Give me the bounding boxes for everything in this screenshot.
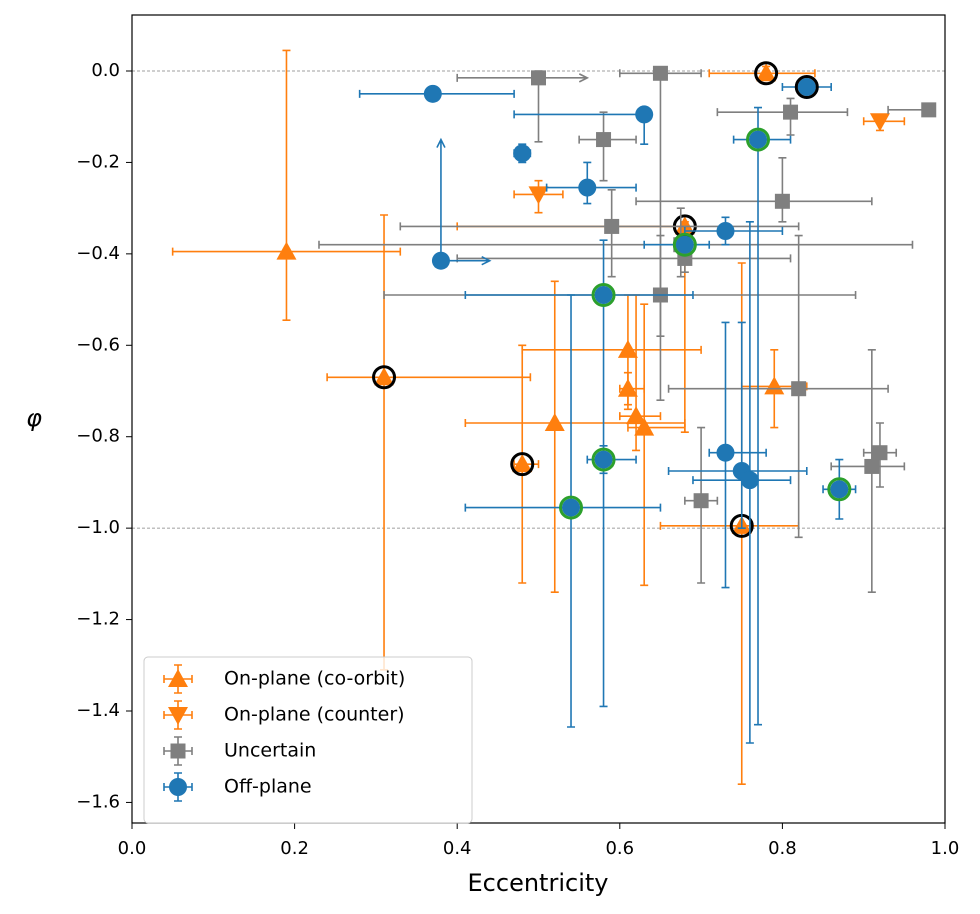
marker — [431, 251, 450, 270]
x-error-bar — [318, 240, 914, 249]
legend-marker — [168, 669, 188, 687]
marker — [596, 132, 612, 148]
marker — [791, 381, 807, 397]
x-error-bar — [456, 73, 590, 83]
x-tick-label: 0.0 — [118, 838, 147, 859]
legend-marker — [169, 778, 187, 796]
legend-label: Off-plane — [224, 776, 312, 798]
legend-label: On-plane (counter) — [224, 704, 405, 726]
marker — [740, 471, 759, 490]
x-error-bar — [464, 291, 694, 299]
plot-frame — [131, 14, 946, 824]
marker — [864, 458, 880, 474]
highlight-ring — [827, 477, 852, 502]
marker — [830, 480, 849, 499]
marker — [756, 63, 777, 82]
y-tick-label: −0.8 — [76, 426, 120, 447]
marker — [617, 339, 638, 358]
y-tick-label: −0.2 — [76, 151, 120, 172]
marker — [512, 454, 533, 473]
marker — [513, 144, 532, 163]
highlight-ring — [672, 232, 697, 257]
marker — [675, 235, 694, 254]
y-tick-label: −0.6 — [76, 334, 120, 355]
legend-box — [143, 656, 473, 824]
x-tick-label: 0.6 — [605, 838, 634, 859]
highlight-ring — [794, 75, 819, 99]
marker — [594, 450, 613, 469]
x-error-bar — [326, 373, 532, 382]
legend-label: On-plane (co-orbit) — [224, 668, 405, 690]
marker — [626, 406, 647, 425]
highlight-ring — [372, 365, 397, 390]
y-error-bar — [640, 303, 649, 587]
legend-marker — [168, 707, 188, 725]
y-error-bar — [778, 157, 787, 223]
marker — [528, 186, 549, 205]
highlight-ring — [754, 61, 779, 86]
x-tick-label: 1.0 — [931, 838, 960, 859]
y-error-bar — [737, 321, 746, 529]
x-tick-label: 0.8 — [768, 838, 797, 859]
marker — [872, 445, 888, 461]
marker — [652, 65, 668, 81]
y-error-bar — [656, 234, 665, 337]
marker — [423, 84, 442, 103]
marker — [716, 443, 735, 462]
y-error-bar — [550, 280, 559, 593]
marker — [749, 130, 768, 149]
y-error-bar — [282, 49, 291, 321]
marker — [634, 417, 655, 436]
x-error-bar — [635, 197, 873, 206]
marker — [594, 286, 613, 304]
marker — [716, 222, 735, 240]
y-axis-label: φ — [26, 404, 42, 432]
marker — [693, 493, 709, 509]
highlight-ring — [591, 447, 616, 472]
x-error-bar — [667, 384, 889, 393]
marker — [764, 376, 785, 395]
marker — [276, 241, 297, 260]
marker — [578, 178, 597, 197]
marker — [617, 378, 638, 397]
x-error-bar — [627, 423, 686, 432]
marker — [635, 105, 654, 124]
marker — [797, 78, 816, 96]
marker — [921, 102, 937, 118]
y-tick-label: −1.0 — [76, 517, 120, 538]
marker — [374, 367, 395, 386]
legend: On-plane (co-orbit) On-plane (counter) Unc… — [143, 656, 473, 824]
y-tick-label: −1.2 — [76, 609, 120, 630]
marker — [674, 216, 695, 235]
x-error-bar — [716, 108, 849, 117]
highlight-ring — [510, 452, 535, 477]
legend-label: Uncertain — [224, 740, 316, 762]
x-axis-label: Eccentricity — [468, 869, 609, 897]
marker — [774, 193, 790, 209]
marker — [604, 218, 620, 234]
x-tick-label: 0.2 — [280, 838, 309, 859]
y-tick-label: −1.4 — [76, 700, 120, 721]
x-error-bar — [521, 345, 702, 354]
marker — [783, 104, 799, 120]
highlight-ring — [559, 495, 584, 520]
x-tick-label: 0.4 — [443, 838, 472, 859]
highlight-ring — [591, 283, 616, 307]
marker — [544, 413, 565, 431]
marker — [562, 498, 581, 517]
y-tick-label: 0.0 — [91, 60, 120, 81]
y-tick-label: −0.4 — [76, 243, 120, 264]
marker — [869, 113, 890, 132]
legend-marker — [170, 743, 186, 759]
y-error-bar — [754, 106, 763, 726]
highlight-ring — [746, 127, 771, 152]
y-tick-label: −1.6 — [76, 791, 120, 812]
marker — [531, 70, 546, 86]
